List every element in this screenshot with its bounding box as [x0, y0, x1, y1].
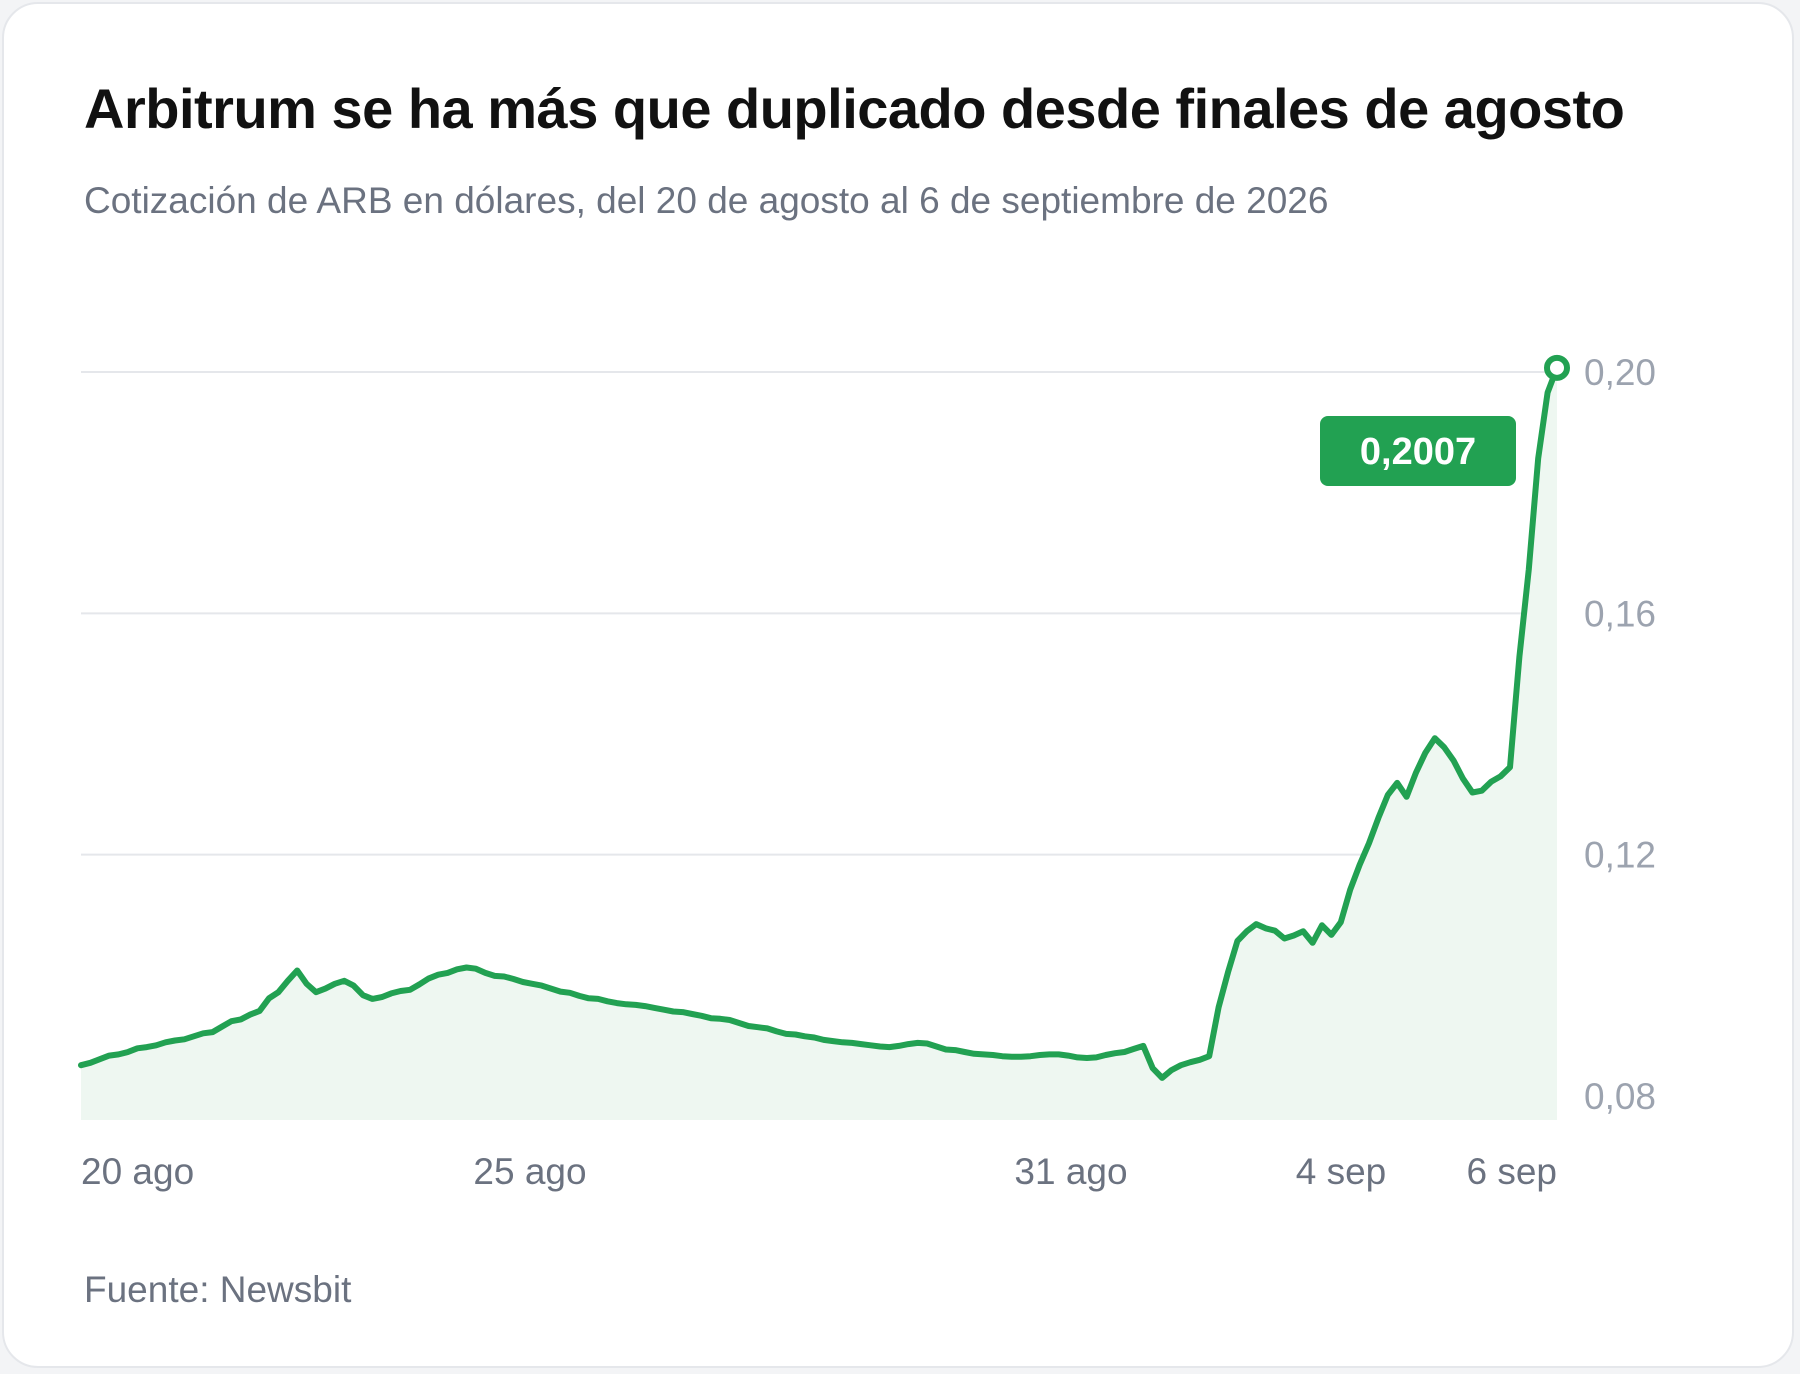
x-tick-label: 31 ago: [1014, 1151, 1127, 1192]
y-tick-label: 0,16: [1584, 593, 1656, 634]
chart-source: Fuente: Newsbit: [84, 1269, 352, 1310]
x-tick-label: 4 sep: [1296, 1151, 1387, 1192]
x-axis: 20 ago 25 ago 31 ago 4 sep 6 sep: [81, 1151, 1557, 1192]
chart-subtitle: Cotización de ARB en dólares, del 20 de …: [84, 180, 1329, 221]
area-layer: [81, 367, 1557, 1120]
y-tick-label: 0,20: [1584, 352, 1656, 393]
value-callout-box: [1320, 416, 1516, 486]
y-tick-label: 0,12: [1584, 835, 1656, 876]
last-point-marker: [1544, 354, 1570, 381]
price-line: [78, 364, 1560, 1081]
x-tick-label: 25 ago: [473, 1151, 586, 1192]
y-axis: 0,08 0,12 0,16 0,20: [1584, 352, 1656, 1117]
value-callout-label: 0,2007: [1360, 431, 1476, 473]
x-tick-label: 20 ago: [81, 1151, 194, 1192]
callout-layer: 0,2007: [1320, 416, 1516, 486]
x-tick-label: 6 sep: [1466, 1151, 1557, 1192]
price-area: [81, 367, 1557, 1120]
y-tick-label: 0,08: [1584, 1076, 1656, 1117]
line-layer: [78, 354, 1570, 1081]
chart-title: Arbitrum se ha más que duplicado desde f…: [84, 77, 1625, 140]
